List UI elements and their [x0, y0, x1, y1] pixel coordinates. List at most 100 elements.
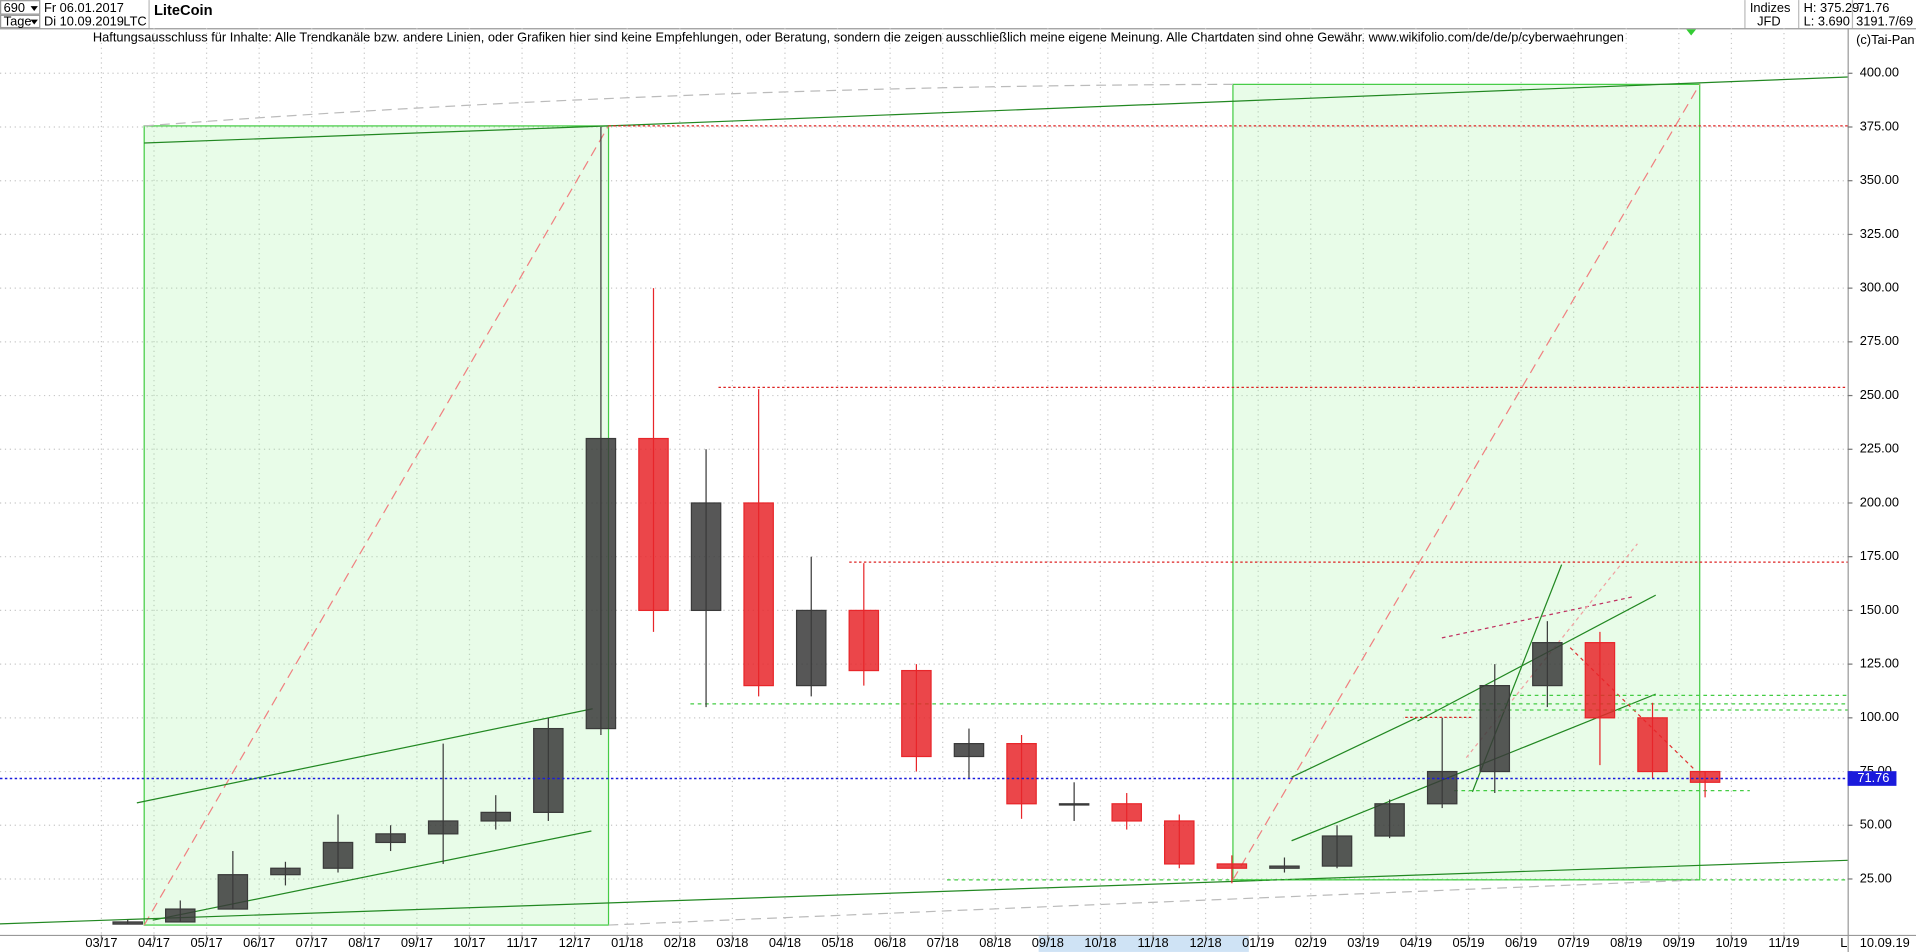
start-date: Fr 06.01.2017 — [44, 0, 124, 15]
y-tick-label: 125.00 — [1860, 656, 1899, 671]
marker — [1686, 29, 1697, 36]
y-tick-label: 200.00 — [1860, 494, 1899, 509]
info-count: 3191.7/69 — [1856, 13, 1913, 28]
end-date: Di 10.09.2019 — [44, 13, 124, 28]
x-tick-label: 07/18 — [927, 935, 959, 950]
annotations — [0, 76, 1848, 926]
axis-highlight — [1038, 936, 1249, 952]
x-tick-label: 06/17 — [243, 935, 275, 950]
candle-body — [217, 874, 249, 910]
candle-body — [164, 908, 196, 923]
info-source: JFD — [1757, 13, 1781, 28]
candle-body — [1058, 803, 1090, 806]
x-tick-label: 05/17 — [191, 935, 223, 950]
y-tick-label: 50.00 — [1860, 817, 1892, 832]
x-tick-label: 10/17 — [453, 935, 485, 950]
x-tick-label: 09/17 — [401, 935, 433, 950]
candle-body — [795, 609, 827, 687]
diagonal — [143, 125, 610, 926]
last-price-box — [1847, 771, 1897, 786]
unit-box[interactable] — [0, 14, 41, 29]
scale-mode[interactable]: L — [1840, 935, 1847, 950]
y-tick-label: 100.00 — [1860, 709, 1899, 724]
copyright: (c)Tai-Pan — [1856, 32, 1914, 47]
candle-body — [1637, 717, 1668, 773]
candle-body — [585, 437, 617, 730]
x-tick-label: 11/17 — [506, 935, 537, 950]
x-tick-label: 10/19 — [1715, 935, 1747, 950]
x-tick-label: 04/17 — [138, 935, 170, 950]
x-tick-label: 01/19 — [1242, 935, 1274, 950]
footer-date: 10.09.19 — [1860, 935, 1910, 950]
trendline — [1291, 716, 1418, 778]
x-tick-label: 10/18 — [1084, 935, 1116, 950]
candles — [112, 126, 1721, 925]
x-tick-label: 08/19 — [1610, 935, 1642, 950]
info-low: L: 3.690 — [1804, 13, 1850, 28]
y-tick-label: 300.00 — [1860, 280, 1899, 295]
candle-body — [1374, 803, 1405, 837]
y-tick-label: 375.00 — [1860, 118, 1899, 133]
x-tick-label: 12/18 — [1190, 935, 1222, 950]
grid — [0, 28, 1848, 935]
x-tick-label: 08/17 — [348, 935, 380, 950]
y-tick-label: 325.00 — [1860, 226, 1899, 241]
x-tick-label: 03/19 — [1347, 935, 1379, 950]
candle-body — [375, 833, 406, 844]
x-tick-label: 06/19 — [1505, 935, 1537, 950]
x-tick-label: 11/19 — [1768, 935, 1799, 950]
unit: Tage — [4, 13, 32, 28]
trendline — [1291, 693, 1656, 842]
candle-body — [901, 669, 932, 758]
x-tick-label: 12/17 — [559, 935, 591, 950]
x-tick-label: 04/18 — [769, 935, 801, 950]
info-group: Indizes — [1750, 0, 1791, 15]
x-tick-label: 03/17 — [85, 935, 117, 950]
dropdown-arrow — [30, 19, 38, 25]
x-tick-label: 01/18 — [611, 935, 643, 950]
y-tick-label: 150.00 — [1860, 602, 1899, 617]
diagonal — [1232, 84, 1701, 881]
period: 690 — [4, 0, 25, 15]
y-tick-label: 225.00 — [1860, 441, 1899, 456]
candle-body — [1532, 642, 1563, 687]
y-tick-label: 250.00 — [1860, 387, 1899, 402]
y-tick-label: 275.00 — [1860, 333, 1899, 348]
x-tick-label: 02/19 — [1295, 935, 1327, 950]
candle-body — [322, 841, 354, 869]
period-box[interactable] — [0, 0, 41, 15]
candle-body — [638, 437, 669, 612]
x-tick-label: 02/18 — [664, 935, 696, 950]
info-high: H: 375.29 — [1804, 0, 1860, 15]
candle-body — [1216, 863, 1248, 869]
x-tick-label: 07/17 — [296, 935, 328, 950]
arc — [144, 83, 1233, 127]
disclaimer: Haftungsausschluss für Inhalte: Alle Tre… — [93, 29, 1624, 44]
arc — [608, 879, 1700, 926]
x-tick-label: 05/19 — [1452, 935, 1484, 950]
chart-title: LiteCoin — [154, 3, 213, 19]
trendline — [144, 125, 609, 144]
candle-body — [953, 743, 985, 758]
candle-body — [690, 502, 722, 612]
x-tick-label: 09/19 — [1663, 935, 1695, 950]
y-tick-label: 175.00 — [1860, 548, 1899, 563]
candle-body — [427, 820, 459, 835]
candle-body — [480, 811, 512, 822]
x-tick-label: 08/18 — [979, 935, 1011, 950]
candle-body — [1111, 803, 1142, 822]
last-price-label: 71.76 — [1857, 770, 1889, 785]
x-tick-label: 09/18 — [1032, 935, 1064, 950]
x-tick-label: 05/18 — [821, 935, 853, 950]
trendline — [0, 859, 1848, 925]
candle-body — [270, 867, 301, 876]
info-last: 71.76 — [1857, 0, 1889, 15]
x-tick-label: 07/19 — [1558, 935, 1590, 950]
candle-body — [1164, 820, 1195, 865]
y-tick-label: 25.00 — [1860, 870, 1892, 885]
candle-body — [1479, 684, 1511, 773]
candle-body — [533, 727, 564, 813]
